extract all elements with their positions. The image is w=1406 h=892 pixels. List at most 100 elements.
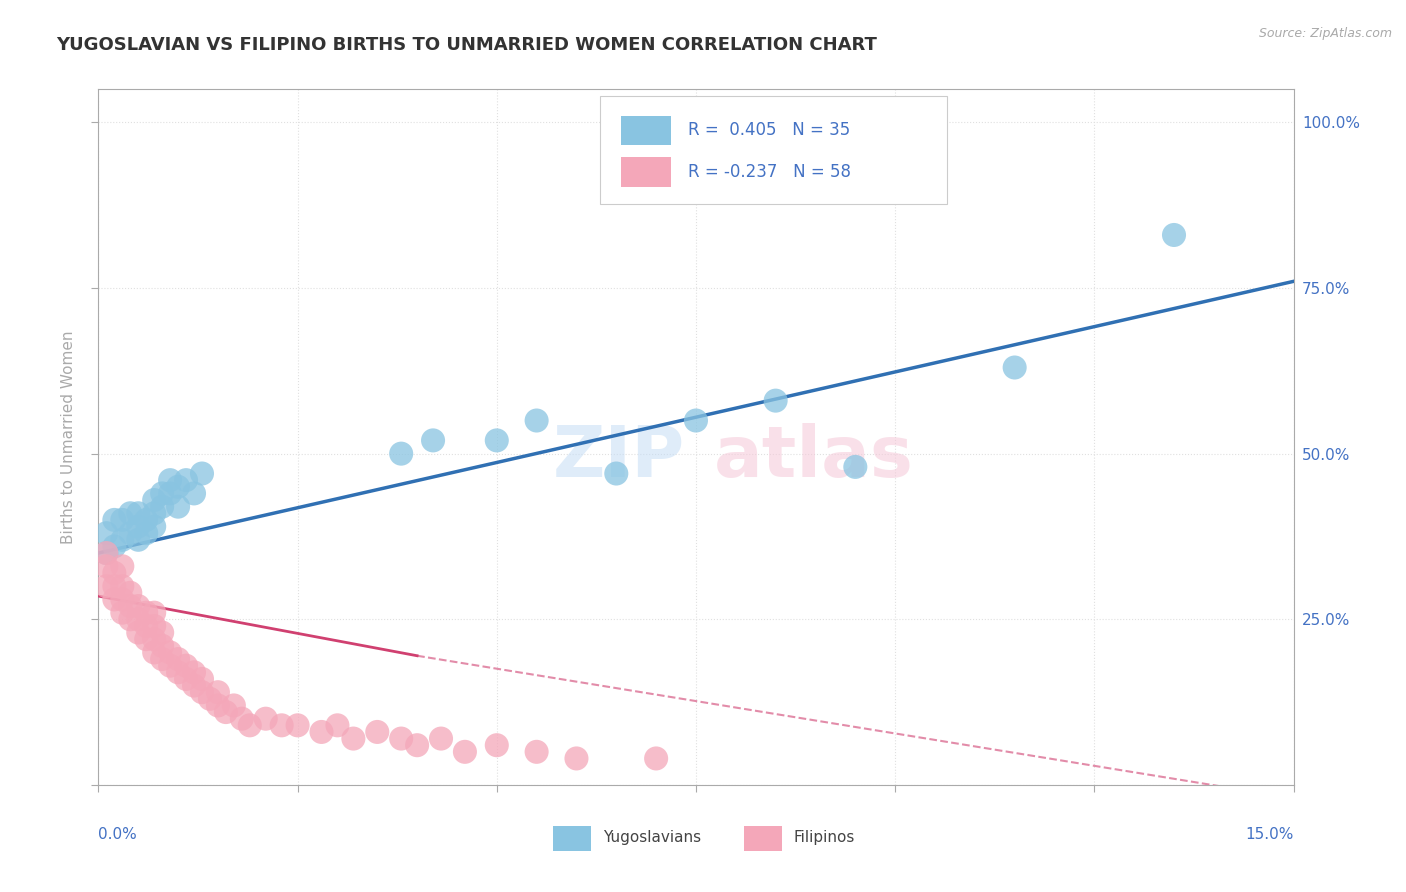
Point bbox=[605, 467, 627, 481]
Point bbox=[103, 592, 125, 607]
Point bbox=[103, 579, 125, 593]
Point bbox=[135, 619, 157, 633]
Point bbox=[96, 526, 118, 541]
Point bbox=[120, 599, 142, 613]
Text: R = -0.237   N = 58: R = -0.237 N = 58 bbox=[688, 163, 851, 181]
Point bbox=[96, 546, 118, 560]
Point bbox=[198, 691, 221, 706]
Text: Filipinos: Filipinos bbox=[794, 830, 855, 845]
Point bbox=[174, 658, 197, 673]
Point bbox=[191, 467, 214, 481]
Point bbox=[685, 413, 707, 427]
Point bbox=[120, 526, 142, 541]
Point bbox=[526, 745, 548, 759]
Point bbox=[254, 712, 277, 726]
Point bbox=[96, 559, 118, 574]
Point bbox=[159, 658, 181, 673]
Point bbox=[485, 434, 508, 448]
Point bbox=[159, 486, 181, 500]
FancyBboxPatch shape bbox=[620, 116, 671, 145]
Text: atlas: atlas bbox=[714, 424, 914, 492]
Point bbox=[239, 718, 262, 732]
Point bbox=[207, 685, 229, 699]
Text: Source: ZipAtlas.com: Source: ZipAtlas.com bbox=[1258, 27, 1392, 40]
Point bbox=[96, 579, 118, 593]
Point bbox=[174, 672, 197, 686]
Point bbox=[127, 533, 149, 547]
Point bbox=[231, 712, 253, 726]
Point bbox=[120, 612, 142, 626]
Point bbox=[143, 606, 166, 620]
Point bbox=[96, 546, 118, 560]
Point bbox=[103, 513, 125, 527]
Point bbox=[389, 731, 412, 746]
Point bbox=[111, 513, 134, 527]
Point bbox=[159, 473, 181, 487]
Point bbox=[342, 731, 364, 746]
Point bbox=[191, 672, 214, 686]
FancyBboxPatch shape bbox=[600, 96, 948, 204]
Point bbox=[135, 606, 157, 620]
Point bbox=[143, 506, 166, 520]
Point bbox=[111, 579, 134, 593]
Point bbox=[143, 632, 166, 647]
Point bbox=[191, 685, 214, 699]
Point bbox=[1163, 227, 1185, 242]
Point bbox=[150, 652, 173, 666]
Point bbox=[270, 718, 292, 732]
Point bbox=[111, 559, 134, 574]
Point bbox=[183, 665, 205, 680]
Point bbox=[207, 698, 229, 713]
Point bbox=[215, 705, 238, 719]
Point bbox=[135, 513, 157, 527]
FancyBboxPatch shape bbox=[553, 826, 591, 851]
Point bbox=[222, 698, 245, 713]
Point bbox=[765, 393, 787, 408]
Point bbox=[454, 745, 477, 759]
Point bbox=[143, 645, 166, 659]
Point bbox=[127, 599, 149, 613]
Point bbox=[120, 586, 142, 600]
Point bbox=[143, 619, 166, 633]
Point bbox=[167, 652, 190, 666]
Point bbox=[645, 751, 668, 765]
Point bbox=[183, 679, 205, 693]
Point bbox=[1004, 360, 1026, 375]
Point bbox=[167, 500, 190, 514]
Point bbox=[150, 486, 173, 500]
Point bbox=[389, 447, 412, 461]
Point bbox=[111, 533, 134, 547]
Text: YUGOSLAVIAN VS FILIPINO BIRTHS TO UNMARRIED WOMEN CORRELATION CHART: YUGOSLAVIAN VS FILIPINO BIRTHS TO UNMARR… bbox=[56, 36, 877, 54]
Text: 15.0%: 15.0% bbox=[1246, 827, 1294, 842]
Text: Yugoslavians: Yugoslavians bbox=[603, 830, 700, 845]
Point bbox=[127, 519, 149, 533]
Point bbox=[366, 725, 388, 739]
Point bbox=[287, 718, 309, 732]
Point bbox=[150, 625, 173, 640]
FancyBboxPatch shape bbox=[620, 157, 671, 186]
Point bbox=[311, 725, 333, 739]
Point bbox=[326, 718, 349, 732]
Point bbox=[167, 665, 190, 680]
Point bbox=[111, 606, 134, 620]
Point bbox=[120, 506, 142, 520]
Point bbox=[111, 592, 134, 607]
Point bbox=[135, 526, 157, 541]
Point bbox=[150, 639, 173, 653]
Point bbox=[127, 612, 149, 626]
Point bbox=[103, 566, 125, 580]
Point bbox=[143, 519, 166, 533]
Point bbox=[127, 506, 149, 520]
Text: ZIP: ZIP bbox=[553, 424, 685, 492]
Y-axis label: Births to Unmarried Women: Births to Unmarried Women bbox=[60, 330, 76, 544]
Point bbox=[159, 645, 181, 659]
Point bbox=[150, 500, 173, 514]
Point bbox=[565, 751, 588, 765]
FancyBboxPatch shape bbox=[744, 826, 782, 851]
Point bbox=[103, 540, 125, 554]
Text: R =  0.405   N = 35: R = 0.405 N = 35 bbox=[688, 121, 849, 139]
Point bbox=[183, 486, 205, 500]
Point bbox=[406, 738, 429, 752]
Point bbox=[844, 459, 866, 474]
Point bbox=[143, 493, 166, 508]
